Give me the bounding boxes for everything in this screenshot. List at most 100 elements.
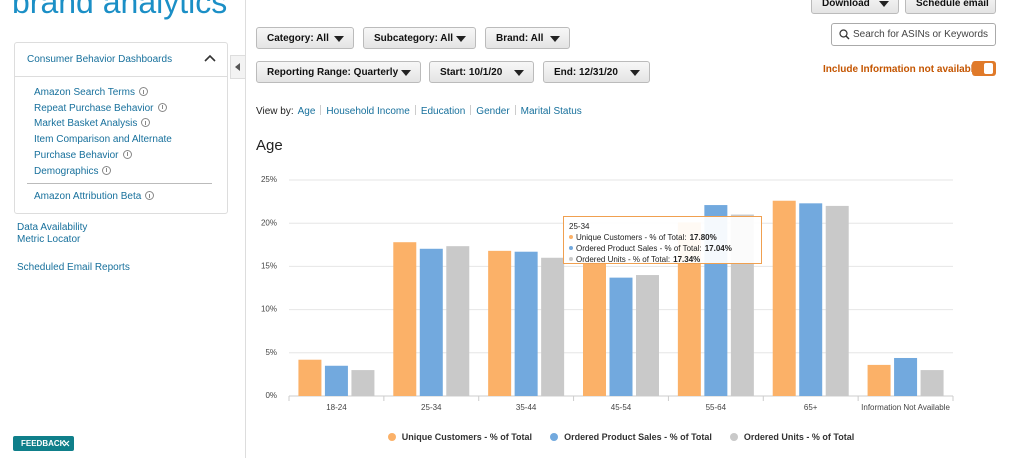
x-tick-label: 18-24 (326, 403, 347, 412)
link-text: Market Basket Analysis (34, 118, 138, 130)
dropdown-text: Reporting Range: Quarterly (267, 67, 399, 78)
bar (514, 251, 538, 396)
schedule-button[interactable]: Schedule email (905, 0, 996, 14)
sidebar-section[interactable]: Consumer Behavior Dashboards (27, 54, 173, 65)
divider (14, 76, 227, 77)
info-icon (141, 118, 151, 128)
view-option[interactable]: Education (420, 106, 466, 117)
sidebar-link[interactable]: Market Basket Analysis (34, 118, 151, 130)
y-tick-label: 0% (265, 391, 277, 400)
x-tick-label: 25-34 (421, 403, 442, 412)
tooltip-value: 17.34% (673, 255, 701, 264)
tooltip-dot (569, 246, 573, 250)
view-option[interactable]: Age (297, 106, 316, 117)
bar (677, 222, 701, 396)
tooltip-dot (569, 235, 573, 239)
download-button[interactable]: Download (811, 0, 899, 14)
bar (393, 242, 417, 396)
filter-dropdown[interactable]: End: 12/31/20 (543, 61, 650, 83)
sidebar-panel (14, 42, 228, 214)
bar (488, 250, 512, 396)
y-tick-label: 5% (265, 348, 277, 357)
link-text: Repeat Purchase Behavior (34, 102, 154, 114)
bar (867, 364, 891, 396)
separator (414, 105, 416, 115)
divider (245, 0, 246, 458)
view-option[interactable]: Household Income (326, 106, 410, 117)
info-icon (157, 102, 167, 112)
tooltip: 25-34 Unique Customers - % of Total: 17.8… (563, 216, 762, 264)
sidebar-link[interactable]: Data Availability (17, 222, 88, 233)
search-box[interactable]: Search for ASINs or Keywords (831, 23, 996, 46)
x-tick-label: Information Not Available (861, 403, 950, 412)
tooltip-line: Unique Customers - % of Total: 17.80% (569, 232, 756, 243)
legend: Unique Customers - % of Total Ordered Pro… (289, 432, 953, 442)
bar (825, 205, 849, 396)
legend-item[interactable]: Unique Customers - % of Total (387, 432, 532, 442)
filter-dropdown[interactable]: Reporting Range: Quarterly (256, 61, 421, 83)
bar (298, 359, 322, 396)
sidebar-link[interactable]: Demographics (34, 165, 112, 177)
view-option[interactable]: Marital Status (520, 106, 582, 117)
dropdown-text: Start: 10/1/20 (440, 67, 503, 78)
sidebar-link[interactable]: Purchase Behavior (34, 149, 132, 161)
sidebar-link[interactable]: Metric Locator (17, 234, 81, 245)
bar (799, 203, 823, 396)
y-tick-label: 10% (261, 305, 277, 314)
bar (541, 257, 565, 396)
filter-dropdown[interactable]: Brand: All (485, 27, 570, 49)
dropdown-text: Subcategory: All (374, 33, 454, 44)
dropdown-text: Brand: All (496, 33, 544, 44)
button-text: Schedule email (916, 0, 989, 9)
feedback-text: FEEDBACK (21, 439, 66, 448)
tooltip-line: Ordered Product Sales - % of Total: 17.04… (569, 243, 756, 254)
filter-dropdown[interactable]: Category: All (256, 27, 354, 49)
x-tick-label: 45-54 (610, 403, 632, 412)
separator (514, 105, 516, 115)
sidebar-link[interactable]: Repeat Purchase Behavior (34, 102, 167, 114)
sidebar-link[interactable]: Amazon Search Terms (34, 87, 148, 98)
sidebar-link[interactable]: Item Comparison and Alternate (34, 134, 172, 145)
tooltip-label: Ordered Units - % of Total: (576, 255, 671, 264)
legend-item[interactable]: Ordered Units - % of Total (729, 432, 855, 442)
sidebar-link[interactable]: Scheduled Email Reports (17, 262, 130, 273)
feedback-button[interactable]: FEEDBACK (13, 436, 74, 451)
info-icon (138, 87, 148, 96)
x-tick-label: 35-44 (515, 403, 537, 412)
bar (894, 357, 918, 396)
link-text: Amazon Attribution Beta (34, 191, 142, 202)
legend-label: Ordered Units - % of Total (743, 432, 855, 442)
view-option[interactable]: Gender (476, 106, 510, 117)
legend-item[interactable]: Ordered Product Sales - % of Total (550, 432, 712, 442)
filter-dropdown[interactable]: Subcategory: All (363, 27, 476, 49)
bar (772, 200, 796, 396)
dropdown-text: Category: All (267, 33, 329, 44)
legend-swatch (550, 433, 559, 441)
tooltip-dot (569, 257, 573, 261)
separator (470, 105, 472, 115)
tooltip-title: 25-34 (569, 222, 590, 231)
info-icon (122, 149, 132, 159)
chart-title: Age (256, 137, 283, 154)
bar (920, 370, 944, 396)
sidebar-link[interactable]: Amazon Attribution Beta (34, 191, 155, 202)
link-text: Item Comparison and Alternate (34, 134, 172, 146)
tooltip-line: Ordered Units - % of Total: 17.34% (569, 254, 756, 265)
filter-dropdown[interactable]: Start: 10/1/20 (429, 61, 534, 83)
tooltip-value: 17.04% (704, 244, 732, 253)
button-text: Download (822, 0, 870, 9)
bar (446, 246, 470, 396)
link-text: Purchase Behavior (34, 149, 119, 161)
legend-swatch (387, 433, 396, 441)
toggle-switch[interactable] (972, 61, 996, 76)
bar (351, 370, 375, 396)
toggle-label: Include Information not available (823, 64, 980, 75)
y-tick-label: 25% (261, 175, 277, 184)
y-tick-label: 20% (261, 218, 277, 227)
bar (583, 262, 606, 396)
divider (27, 183, 212, 184)
chevron-up[interactable] (204, 54, 216, 62)
tooltip-label: Unique Customers - % of Total: (576, 233, 687, 242)
bar (609, 277, 633, 396)
